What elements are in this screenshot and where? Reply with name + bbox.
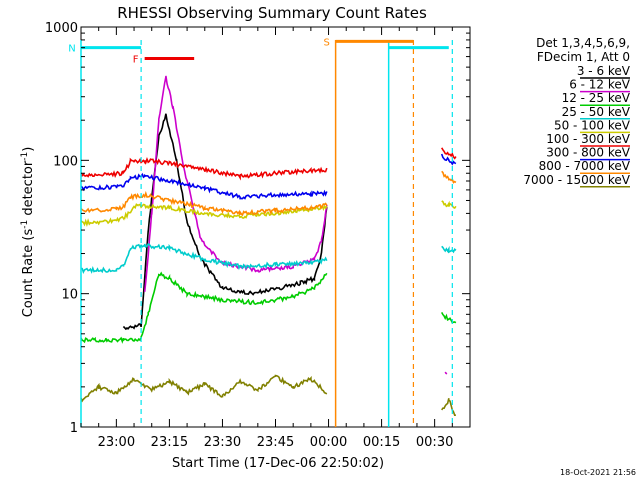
flag-label: S: [323, 37, 329, 48]
legend-entry-label: 25 - 50 keV: [562, 105, 631, 119]
y-tick-label: 1000: [45, 21, 78, 36]
x-tick-label: 23:45: [257, 435, 294, 450]
legend-header-line-2: FDecim 1, Att 0: [537, 50, 630, 64]
chart-title: RHESSI Observing Summary Count Rates: [117, 4, 427, 22]
x-tick-label: 00:00: [310, 435, 347, 450]
series-line: [80, 374, 328, 403]
series-line: [441, 200, 457, 209]
legend-entry-label: 50 - 100 keV: [554, 118, 631, 132]
flag-layer: N F S: [68, 37, 453, 427]
legend-entry-label: 7000 - 15000 keV: [523, 173, 630, 187]
series-line: [440, 153, 457, 166]
y-axis-label: Count Rate (s-1 detector-1): [20, 147, 36, 318]
series-line: [441, 147, 457, 160]
x-tick-label: 00:15: [363, 435, 400, 450]
series-line: [80, 271, 328, 344]
axis-layer: 1 10 100 1000 23:00 23:15 23:30 23:45 00:00 00:15…: [45, 21, 471, 450]
series-line: [444, 371, 448, 375]
series-line: [441, 245, 457, 254]
y-axis-label-sup2: -1: [20, 152, 30, 161]
y-tick-label: 10: [61, 288, 78, 303]
legend-entry-label: 300 - 800 keV: [546, 146, 630, 160]
x-tick-label: 00:30: [416, 435, 453, 450]
plot-area: [80, 26, 471, 428]
legend-entry-label: 6 - 12 keV: [569, 78, 631, 92]
series-line: [80, 243, 328, 274]
legend: Det 1,3,4,5,6,9, FDecim 1, Att 0 3 - 6 k…: [523, 36, 631, 188]
series-line: [80, 156, 328, 181]
x-tick-label: 23:00: [98, 435, 135, 450]
legend-entry-label: 800 - 7000 keV: [539, 159, 631, 173]
y-axis-label-mid: detector: [21, 160, 36, 220]
x-tick-label: 23:15: [151, 435, 188, 450]
y-axis-label-main: Count Rate (s: [21, 229, 36, 318]
legend-entry-label: 3 - 6 keV: [577, 64, 631, 78]
plot-frame: [80, 26, 471, 428]
timestamp: 18-Oct-2021 21:56: [560, 468, 636, 477]
series-layer: [80, 75, 457, 416]
y-axis-label-sup1: -1: [20, 220, 30, 229]
y-axis-label-end: ): [21, 147, 36, 152]
series-line: [440, 312, 457, 324]
series-line: [80, 190, 328, 217]
legend-entry-label: 12 - 25 keV: [562, 91, 631, 105]
series-line: [441, 170, 457, 184]
series-line: [441, 398, 456, 416]
x-tick-label: 23:30: [204, 435, 241, 450]
series-line: [80, 203, 328, 228]
y-tick-label: 100: [53, 154, 78, 169]
legend-entry-label: 100 - 300 keV: [546, 132, 630, 146]
x-axis-label: Start Time (17-Dec-06 22:50:02): [172, 456, 384, 471]
legend-header-line-1: Det 1,3,4,5,6,9,: [536, 36, 630, 50]
series-line: [143, 75, 328, 292]
flag-label: N: [68, 44, 75, 55]
flag-label: F: [133, 55, 139, 66]
series-line: [122, 113, 328, 331]
y-tick-label: 1: [70, 421, 78, 436]
series-line: [80, 172, 328, 200]
